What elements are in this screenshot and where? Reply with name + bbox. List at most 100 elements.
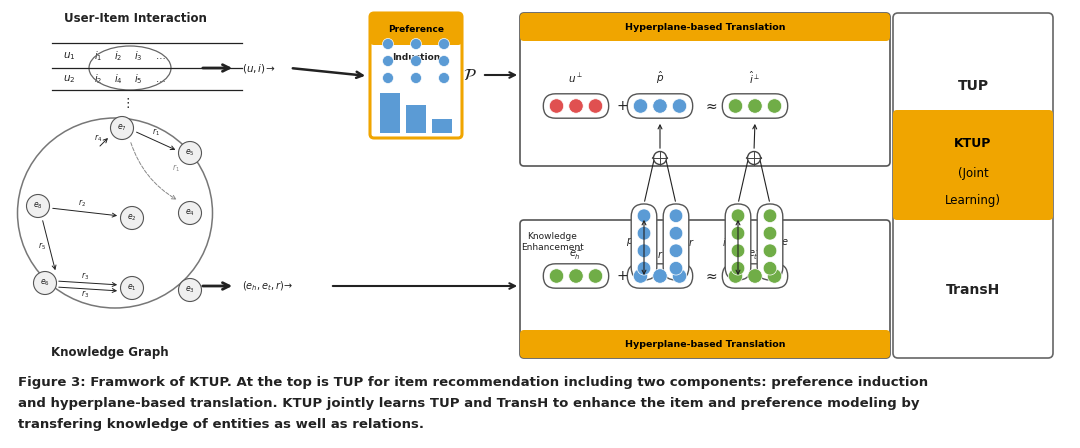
FancyBboxPatch shape (725, 204, 751, 280)
Text: $r$: $r$ (657, 249, 663, 259)
Text: $e_{4}$: $e_{4}$ (185, 208, 194, 218)
Text: KTUP: KTUP (955, 137, 991, 150)
FancyBboxPatch shape (663, 204, 689, 280)
Text: Knowledge
Enhancement: Knowledge Enhancement (521, 232, 583, 252)
Circle shape (764, 244, 777, 258)
Text: $i_2$: $i_2$ (113, 49, 122, 63)
Text: $\ldots$: $\ldots$ (154, 74, 165, 84)
Text: $u^\perp$: $u^\perp$ (568, 71, 583, 85)
FancyBboxPatch shape (723, 94, 787, 118)
Circle shape (382, 56, 393, 66)
Circle shape (589, 269, 603, 283)
Circle shape (672, 269, 687, 283)
Text: $r_3$: $r_3$ (81, 288, 89, 300)
FancyBboxPatch shape (627, 264, 692, 288)
Circle shape (569, 99, 583, 113)
Circle shape (767, 269, 782, 283)
Circle shape (27, 194, 50, 217)
FancyBboxPatch shape (723, 264, 787, 288)
Text: $\hat{p}$: $\hat{p}$ (656, 70, 664, 86)
Circle shape (731, 209, 745, 223)
Text: $e_t^\perp$: $e_t^\perp$ (748, 246, 762, 262)
Circle shape (33, 271, 56, 294)
Text: TransH: TransH (946, 283, 1000, 297)
Circle shape (637, 244, 651, 258)
Circle shape (652, 269, 667, 283)
Circle shape (652, 99, 667, 113)
Text: User-Item Interaction: User-Item Interaction (64, 12, 206, 25)
Text: $e_h^\perp$: $e_h^\perp$ (569, 246, 583, 262)
Text: $r_2$: $r_2$ (78, 197, 86, 209)
FancyBboxPatch shape (519, 220, 890, 358)
Text: $i_3$: $i_3$ (134, 49, 143, 63)
Bar (432, 119, 453, 133)
FancyBboxPatch shape (519, 13, 890, 166)
FancyBboxPatch shape (519, 330, 890, 358)
Text: and hyperplane-based translation. KTUP jointly learns TUP and TransH to enhance : and hyperplane-based translation. KTUP j… (18, 397, 919, 410)
Text: Preference: Preference (388, 25, 444, 34)
Text: $\mathcal{P}$: $\mathcal{P}$ (463, 66, 477, 84)
Text: $i_1$: $i_1$ (94, 49, 103, 63)
Circle shape (747, 99, 762, 113)
Circle shape (637, 262, 651, 275)
Text: (Joint: (Joint (958, 167, 988, 180)
Text: $i_2$: $i_2$ (94, 72, 103, 86)
Circle shape (653, 151, 666, 164)
Circle shape (633, 269, 648, 283)
Text: Figure 3: Framwork of KTUP. At the top is TUP for item recommendation including : Figure 3: Framwork of KTUP. At the top i… (18, 376, 928, 389)
Text: $i_4$: $i_4$ (113, 72, 122, 86)
Circle shape (410, 39, 421, 49)
Text: Hyperplane-based Translation: Hyperplane-based Translation (624, 22, 785, 31)
Circle shape (672, 99, 687, 113)
Circle shape (747, 151, 760, 164)
FancyBboxPatch shape (893, 110, 1053, 220)
Circle shape (764, 226, 777, 240)
Circle shape (637, 209, 651, 223)
Circle shape (731, 262, 745, 275)
Circle shape (410, 56, 421, 66)
Text: Knowledge Graph: Knowledge Graph (51, 345, 168, 358)
Text: $u_1$: $u_1$ (63, 50, 76, 62)
Text: $r_4$: $r_4$ (94, 132, 103, 144)
Circle shape (670, 244, 683, 258)
Text: $e_{8}$: $e_{8}$ (33, 201, 43, 211)
FancyBboxPatch shape (893, 13, 1053, 358)
FancyBboxPatch shape (631, 204, 657, 280)
Text: $\vdots$: $\vdots$ (121, 96, 130, 110)
Circle shape (121, 276, 144, 300)
Text: $(u,i)\!\rightarrow$: $(u,i)\!\rightarrow$ (242, 61, 275, 74)
Circle shape (382, 39, 393, 49)
Text: $\approx$: $\approx$ (703, 99, 717, 113)
Text: $e_{5}$: $e_{5}$ (185, 148, 194, 158)
Circle shape (670, 226, 683, 240)
Text: Induction: Induction (392, 52, 441, 61)
Circle shape (731, 226, 745, 240)
FancyBboxPatch shape (627, 94, 692, 118)
Text: $e_{3}$: $e_{3}$ (185, 285, 194, 295)
Text: TUP: TUP (958, 79, 988, 93)
Text: $r_1$: $r_1$ (172, 162, 180, 174)
FancyBboxPatch shape (370, 13, 462, 45)
Circle shape (633, 99, 648, 113)
Bar (406, 105, 426, 133)
Circle shape (637, 226, 651, 240)
Circle shape (438, 56, 449, 66)
Text: +: + (617, 99, 627, 113)
Circle shape (764, 209, 777, 223)
Circle shape (670, 262, 683, 275)
Text: $e_{2}$: $e_{2}$ (127, 213, 137, 223)
Text: $i_5$: $i_5$ (134, 72, 143, 86)
Text: $e_{7}$: $e_{7}$ (117, 123, 126, 133)
Circle shape (767, 99, 782, 113)
Text: $e_{6}$: $e_{6}$ (40, 278, 50, 288)
Circle shape (178, 279, 202, 302)
Text: transfering knowledge of entities as well as relations.: transfering knowledge of entities as wel… (18, 418, 424, 431)
Circle shape (550, 99, 564, 113)
Text: Learning): Learning) (945, 194, 1001, 207)
Text: $r$: $r$ (688, 237, 694, 247)
Circle shape (438, 73, 449, 83)
Text: +: + (617, 269, 627, 283)
Circle shape (569, 269, 583, 283)
Text: $r_3$: $r_3$ (81, 270, 89, 282)
Text: $i$: $i$ (721, 236, 727, 248)
